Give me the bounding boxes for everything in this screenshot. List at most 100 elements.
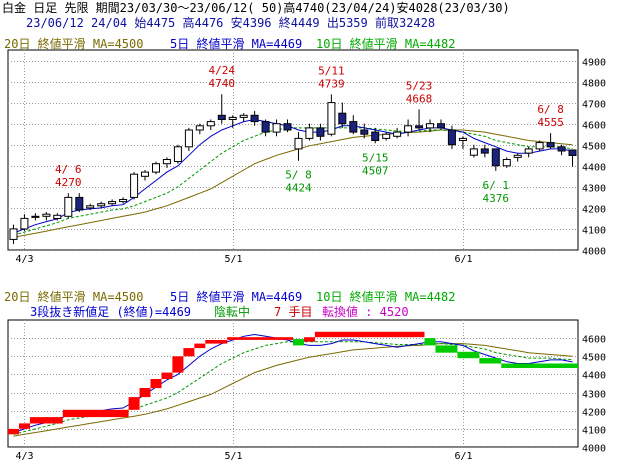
candle-down [447,129,456,146]
candle-up [53,214,62,220]
lower-y-tick-label: 4200 [582,408,606,419]
annotation-high-date: 5/11 [318,64,345,77]
upper-legend-ma5: 5日 終値平滑 MA=4469 [170,37,303,51]
lower-y-tick-label: 4100 [582,426,606,437]
lower-x-tick-label: 5/1 [224,451,242,462]
annotation-high-value: 4668 [406,92,433,105]
ma10-line [13,127,573,236]
upper-x-tick-label: 5/1 [224,254,242,265]
lower-legend-ma10: 10日 終値平滑 MA=4482 [316,290,456,304]
candle-down [360,129,369,135]
upper-y-tick-label: 4400 [582,163,606,174]
annotation-low-date: 5/15 [362,151,389,164]
brick-up [150,379,162,389]
annotation-high-value: 4739 [318,77,345,90]
candle-down [217,114,226,121]
brick-down [293,339,304,346]
upper-y-tick-label: 4300 [582,184,606,195]
candle-up [141,171,149,177]
annotation-low-date: 6/ 1 [483,179,510,192]
brick-down [457,351,480,359]
lower-legend-ma20: 20日 終値平滑 MA=4500 [4,290,144,304]
brick-up [8,428,19,435]
annotation-high-value: 4270 [55,176,82,189]
candle-up [20,217,29,230]
candle-up [393,131,402,137]
upper-y-tick-label: 4500 [582,142,606,153]
lower-info-step: 7 手目 [274,305,313,319]
candle-up [184,129,193,148]
upper-legend-ma10: 10日 終値平滑 MA=4482 [316,37,456,51]
lower-y-tick-label: 4400 [582,371,606,382]
lower-info-reversal: 転換値 : 4520 [322,305,409,319]
candle-up [173,146,182,163]
lower-y-tick-label: 4500 [582,353,606,364]
upper-y-tick-label: 4800 [582,79,606,90]
ma5-line [13,118,573,234]
candle-up [458,137,467,141]
lower-info-name: 3段抜き新値足 (終値)=4469 [30,305,192,319]
candle-up [502,159,511,167]
lower-y-tick-label: 4300 [582,390,606,401]
candle-up [42,213,51,217]
candle-up [195,125,204,131]
header-line-2: 23/06/12 24/04 始4475 高4476 安4396 終4449 出… [26,16,436,30]
brick-up [172,356,184,373]
candle-down [261,121,270,133]
upper-y-tick-label: 4100 [582,226,606,237]
brick-down [501,363,578,368]
annotation-high-date: 4/ 6 [55,163,82,176]
annotation-high-date: 4/24 [209,64,236,77]
candle-down [250,114,259,123]
upper-y-tick-label: 4900 [582,58,606,69]
candle-down [31,215,40,218]
candle-up [162,159,171,165]
brick-up [314,331,425,338]
candle-down [283,123,292,131]
candle-up [206,121,215,127]
annotation-high-date: 6/ 8 [537,103,564,116]
annotation-low-value: 4507 [362,164,389,177]
brick-down [435,345,458,353]
candle-up [382,133,391,139]
brick-up [194,343,206,349]
upper-y-tick-label: 4700 [582,100,606,111]
upper-x-tick-label: 4/3 [15,254,33,265]
brick-down [424,338,436,346]
candle-up [305,127,314,139]
brick-up [161,372,173,379]
candle-down [75,196,84,211]
upper-y-tick-label: 4600 [582,121,606,132]
brick-up [183,348,195,357]
annotation-low-value: 4376 [483,192,510,205]
lower-y-tick-label: 4000 [582,444,606,455]
lower-info-state: 陰転中 [214,305,251,319]
candle-down [316,127,325,137]
candle-up [130,173,139,198]
brick-up [128,397,140,410]
candle-down [557,146,566,152]
lower-ma20-line [13,343,573,437]
candle-up [108,201,117,205]
lower-ma5-line [13,333,573,433]
candle-up [513,154,522,158]
candle-up [97,203,106,207]
candle-up [469,148,478,156]
annotation-high-date: 5/23 [406,79,433,92]
candle-down [480,148,489,154]
candle-down [415,125,424,129]
lower-x-tick-label: 4/3 [15,451,33,462]
candle-up [152,163,160,173]
candle-down [349,121,358,133]
candle-down [338,112,347,125]
candle-down [546,142,555,148]
lower-x-tick-label: 6/1 [454,451,472,462]
candle-up [9,228,18,240]
brick-up [139,388,151,398]
upper-y-tick-label: 4200 [582,205,606,216]
brick-up [29,417,63,424]
candle-up [294,137,303,150]
candle-up [524,148,533,154]
annotation-high-value: 4740 [209,77,236,90]
